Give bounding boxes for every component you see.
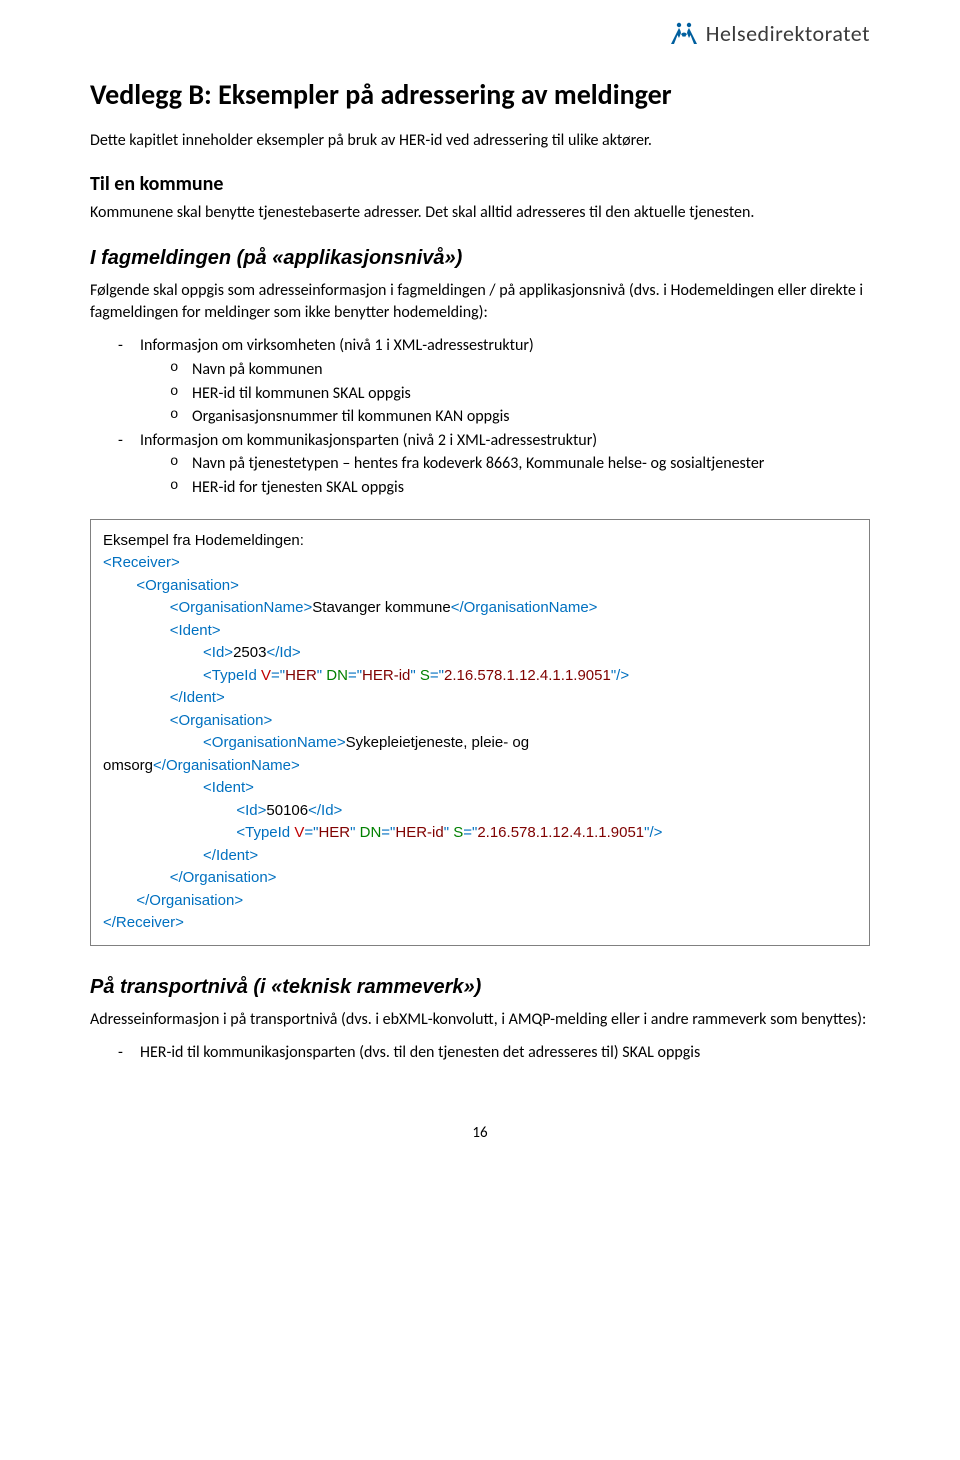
- xml-attrval: HER: [318, 824, 350, 841]
- xml-tag: <Ident>: [170, 622, 221, 639]
- xml-tag: <OrganisationName>: [203, 734, 346, 751]
- helsedirektoratet-icon: [670, 22, 698, 46]
- xml-attrval: HER-id: [362, 667, 410, 684]
- page-number: 16: [90, 1124, 870, 1142]
- xml-tag: </Organisation>: [136, 892, 243, 909]
- list-item: HER-id til kommunen SKAL oppgis: [170, 383, 870, 405]
- xml-tag: </OrganisationName>: [451, 599, 598, 616]
- xml-tag: <TypeId: [236, 824, 290, 841]
- xml-tag: <Organisation>: [136, 577, 239, 594]
- section-paragraph: Kommunene skal benytte tjenestebaserte a…: [90, 202, 870, 224]
- xml-attrval: HER-id: [395, 824, 443, 841]
- code-line: <TypeId V="HER" DN="HER-id" S="2.16.578.…: [103, 665, 857, 688]
- code-line: </Ident>: [103, 845, 857, 868]
- code-line: <OrganisationName>Stavanger kommune</Org…: [103, 597, 857, 620]
- code-line: <Organisation>: [103, 710, 857, 733]
- xml-tag: </Id>: [308, 802, 342, 819]
- code-box-title: Eksempel fra Hodemeldingen:: [103, 530, 857, 553]
- xml-tag: </Organisation>: [170, 869, 277, 886]
- xml-attr: V: [257, 667, 271, 684]
- code-line: <Id>50106</Id>: [103, 800, 857, 823]
- xml-attrval: 2.16.578.1.12.4.1.1.9051: [444, 667, 611, 684]
- list-item-text: Informasjon om virksomheten (nivå 1 i XM…: [140, 336, 534, 355]
- xml-punct: =": [304, 824, 318, 841]
- section-lead: Følgende skal oppgis som adresseinformas…: [90, 280, 870, 323]
- xml-punct: ": [444, 824, 454, 841]
- xml-tag: <Id>: [236, 802, 266, 819]
- xml-tag: </OrganisationName>: [153, 757, 300, 774]
- xml-punct: =": [381, 824, 395, 841]
- list-item: HER-id for tjenesten SKAL oppgis: [170, 477, 870, 499]
- xml-tag: <OrganisationName>: [170, 599, 313, 616]
- code-line: <Ident>: [103, 777, 857, 800]
- xml-attrval: HER: [285, 667, 317, 684]
- code-line: </Receiver>: [103, 912, 857, 935]
- list-item: Navn på kommunen: [170, 359, 870, 381]
- xml-tag: </Ident>: [170, 689, 225, 706]
- sub-bullet-list: Navn på kommunen HER-id til kommunen SKA…: [140, 359, 870, 428]
- xml-attr: DN: [326, 667, 348, 684]
- xml-text: 50106: [266, 802, 308, 819]
- sub-bullet-list: Navn på tjenestetypen – hentes fra kodev…: [140, 453, 870, 498]
- xml-punct: ": [350, 824, 360, 841]
- section-heading-transportniva: På transportnivå (i «teknisk rammeverk»): [90, 976, 870, 999]
- xml-attrval: 2.16.578.1.12.4.1.1.9051: [477, 824, 644, 841]
- code-line: <TypeId V="HER" DN="HER-id" S="2.16.578.…: [103, 822, 857, 845]
- list-item: Navn på tjenestetypen – hentes fra kodev…: [170, 453, 870, 475]
- code-line: <Receiver>: [103, 552, 857, 575]
- xml-tag: <Id>: [203, 644, 233, 661]
- xml-tag: </Id>: [266, 644, 300, 661]
- section-paragraph: Adresseinformasjon i på transportnivå (d…: [90, 1009, 870, 1031]
- xml-tag: </Receiver>: [103, 914, 184, 931]
- list-item: Organisasjonsnummer til kommunen KAN opp…: [170, 406, 870, 428]
- xml-tag: </Ident>: [203, 847, 258, 864]
- bullet-list: Informasjon om virksomheten (nivå 1 i XM…: [90, 335, 870, 498]
- xml-punct: =": [271, 667, 285, 684]
- xml-punct: "/>: [611, 667, 629, 684]
- code-line: <Organisation>: [103, 575, 857, 598]
- code-line: omsorg</OrganisationName>: [103, 755, 857, 778]
- xml-tag: <TypeId: [203, 667, 257, 684]
- xml-attr: DN: [360, 824, 382, 841]
- code-line: </Organisation>: [103, 867, 857, 890]
- logo-text: Helsedirektoratet: [706, 20, 870, 47]
- code-line: </Ident>: [103, 687, 857, 710]
- section-heading-kommune: Til en kommune: [90, 172, 870, 196]
- page-title: Vedlegg B: Eksempler på adressering av m…: [90, 77, 870, 112]
- list-item: Informasjon om virksomheten (nivå 1 i XM…: [118, 335, 870, 427]
- xml-text: omsorg: [103, 757, 153, 774]
- intro-paragraph: Dette kapitlet inneholder eksempler på b…: [90, 130, 870, 152]
- section-heading-fagmeldingen: I fagmeldingen (på «applikasjonsnivå»): [90, 247, 870, 270]
- xml-punct: =": [463, 824, 477, 841]
- xml-text: 2503: [233, 644, 266, 661]
- xml-punct: =": [348, 667, 362, 684]
- code-line: <OrganisationName>Sykepleietjeneste, ple…: [103, 732, 857, 755]
- header-logo: Helsedirektoratet: [90, 20, 870, 47]
- xml-attr: S: [420, 667, 430, 684]
- bullet-list: HER-id til kommunikasjonsparten (dvs. ti…: [90, 1042, 870, 1064]
- list-item: Informasjon om kommunikasjonsparten (niv…: [118, 430, 870, 499]
- list-item: HER-id til kommunikasjonsparten (dvs. ti…: [118, 1042, 870, 1064]
- xml-example-box: Eksempel fra Hodemeldingen: <Receiver> <…: [90, 519, 870, 946]
- xml-punct: =": [430, 667, 444, 684]
- xml-tag: <Ident>: [203, 779, 254, 796]
- code-line: </Organisation>: [103, 890, 857, 913]
- xml-text: Sykepleietjeneste, pleie- og: [346, 734, 529, 751]
- code-line: <Ident>: [103, 620, 857, 643]
- xml-tag: <Organisation>: [170, 712, 273, 729]
- xml-attr: S: [453, 824, 463, 841]
- xml-punct: "/>: [644, 824, 662, 841]
- xml-attr: V: [290, 824, 304, 841]
- xml-tag: <Receiver>: [103, 554, 180, 571]
- list-item-text: Informasjon om kommunikasjonsparten (niv…: [140, 431, 597, 450]
- xml-punct: ": [410, 667, 420, 684]
- xml-punct: ": [317, 667, 327, 684]
- xml-text: Stavanger kommune: [312, 599, 450, 616]
- code-line: <Id>2503</Id>: [103, 642, 857, 665]
